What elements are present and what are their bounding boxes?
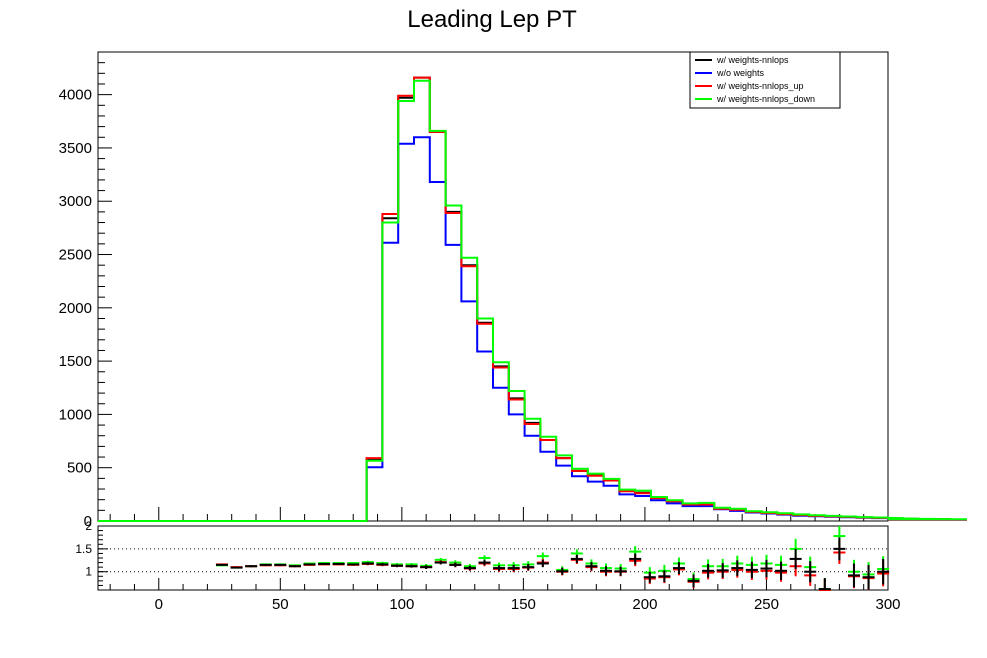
y-tick-label: 2500: [59, 247, 92, 264]
ratio-y-tick-label: 2: [85, 519, 92, 533]
legend-box: [689, 51, 841, 109]
y-tick-label: 3500: [59, 140, 92, 157]
legend-entry-label: w/o weights: [716, 68, 765, 78]
y-tick-label: 500: [67, 460, 92, 477]
x-tick-label: 300: [875, 596, 900, 613]
legend-entry-label: w/ weights-nnlops_down: [716, 94, 815, 104]
y-tick-label: 1000: [59, 406, 92, 423]
series-line: [98, 79, 968, 522]
x-tick-label: 200: [632, 596, 657, 613]
series-line: [98, 76, 968, 522]
ratio-panel: 1 1.5 2 0 50 100 150 200 250 300: [75, 519, 900, 613]
x-tick-label: 50: [272, 596, 289, 613]
y-tick-label: 2000: [59, 300, 92, 317]
x-tick-label: 150: [511, 596, 536, 613]
series-line: [98, 136, 968, 522]
y-tick-label: 3000: [59, 193, 92, 210]
legend: w/ weights-nnlops w/o weights w/ weights-n…: [689, 51, 841, 109]
y-tick-label: 0: [84, 513, 92, 530]
series-line: [98, 76, 968, 522]
ratio-y-tick-label: 1.5: [75, 542, 92, 556]
ratio-y-tick-label: 1: [85, 565, 92, 579]
ratio-frame: [97, 525, 889, 591]
chart-title: Leading Lep PT: [407, 6, 577, 33]
main-frame: [97, 51, 889, 522]
y-tick-label: 4000: [59, 87, 92, 104]
y-tick-label: 1500: [59, 353, 92, 370]
x-tick-label: 0: [155, 596, 163, 613]
main-histogram-panel: 0 500 1000 1500 2000 2500 3000 3500 4000: [59, 51, 968, 530]
legend-entry-label: w/ weights-nnlops_up: [716, 81, 804, 91]
x-tick-label: 100: [389, 596, 414, 613]
legend-entry-label: w/ weights-nnlops: [716, 55, 789, 65]
x-tick-label: 250: [754, 596, 779, 613]
